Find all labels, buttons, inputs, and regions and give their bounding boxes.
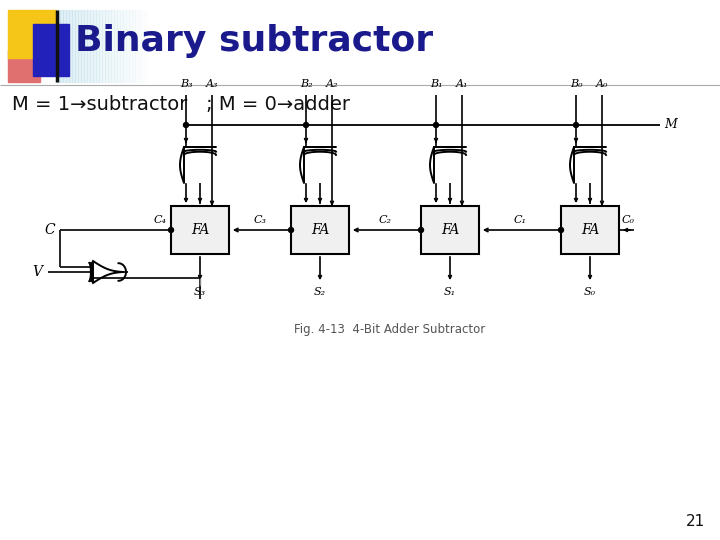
Text: A₀: A₀ [595,79,608,89]
Bar [105,10,108,82]
Text: B₁: B₁ [430,79,442,89]
Text: Binary subtractor: Binary subtractor [75,24,433,58]
Text: B₃: B₃ [180,79,192,89]
Text: A₃: A₃ [206,79,218,89]
Bar [60,10,63,82]
Bar [84,10,87,82]
Bar [75,10,78,82]
Bar [90,10,93,82]
Bar [63,10,66,82]
Bar [141,10,144,82]
Text: M = 1→subtractor   ; M = 0→adder: M = 1→subtractor ; M = 0→adder [12,96,350,114]
Bar [72,10,75,82]
Bar [291,206,349,254]
Bar [96,10,99,82]
Text: B₂: B₂ [300,79,312,89]
Text: B₀: B₀ [570,79,582,89]
Text: C₄: C₄ [154,215,167,225]
Bar [8,10,56,58]
Bar [126,10,129,82]
Text: S₂: S₂ [314,287,326,297]
Bar [102,10,105,82]
Text: V: V [32,265,42,279]
Bar [120,10,123,82]
Bar [561,206,619,254]
Bar [87,10,90,82]
Bar [171,206,229,254]
Circle shape [433,123,438,127]
Circle shape [574,123,578,127]
Bar [57,10,60,82]
Bar [81,10,84,82]
Text: S₁: S₁ [444,287,456,297]
Bar [135,10,138,82]
Bar [66,10,69,82]
Text: A₁: A₁ [456,79,468,89]
Bar [78,10,81,82]
Bar [138,10,141,82]
Bar [132,10,135,82]
Text: 21: 21 [685,515,705,530]
Circle shape [559,227,564,233]
Circle shape [168,227,174,233]
Bar [117,10,120,82]
Circle shape [418,227,423,233]
Circle shape [184,123,189,127]
Bar [93,10,96,82]
Text: FA: FA [191,223,210,237]
Text: M: M [664,118,677,132]
Text: C: C [45,223,55,237]
Text: S₀: S₀ [584,287,596,297]
Text: C₁: C₁ [513,215,526,225]
Text: FA: FA [441,223,459,237]
Circle shape [304,123,308,127]
Text: A₂: A₂ [325,79,338,89]
Text: S₃: S₃ [194,287,206,297]
Bar [114,10,117,82]
Text: FA: FA [311,223,329,237]
Text: C₀: C₀ [622,215,635,225]
Bar [8,50,40,82]
Bar [129,10,132,82]
Text: C₂: C₂ [379,215,392,225]
Circle shape [289,227,294,233]
Bar [108,10,111,82]
Bar [123,10,126,82]
Text: FA: FA [581,223,599,237]
Bar [33,24,69,76]
Text: Fig. 4-13  4-Bit Adder Subtractor: Fig. 4-13 4-Bit Adder Subtractor [294,323,485,336]
Bar [69,10,72,82]
Bar [99,10,102,82]
Bar [144,10,147,82]
Text: C₃: C₃ [253,215,266,225]
Bar [421,206,479,254]
Bar [111,10,114,82]
